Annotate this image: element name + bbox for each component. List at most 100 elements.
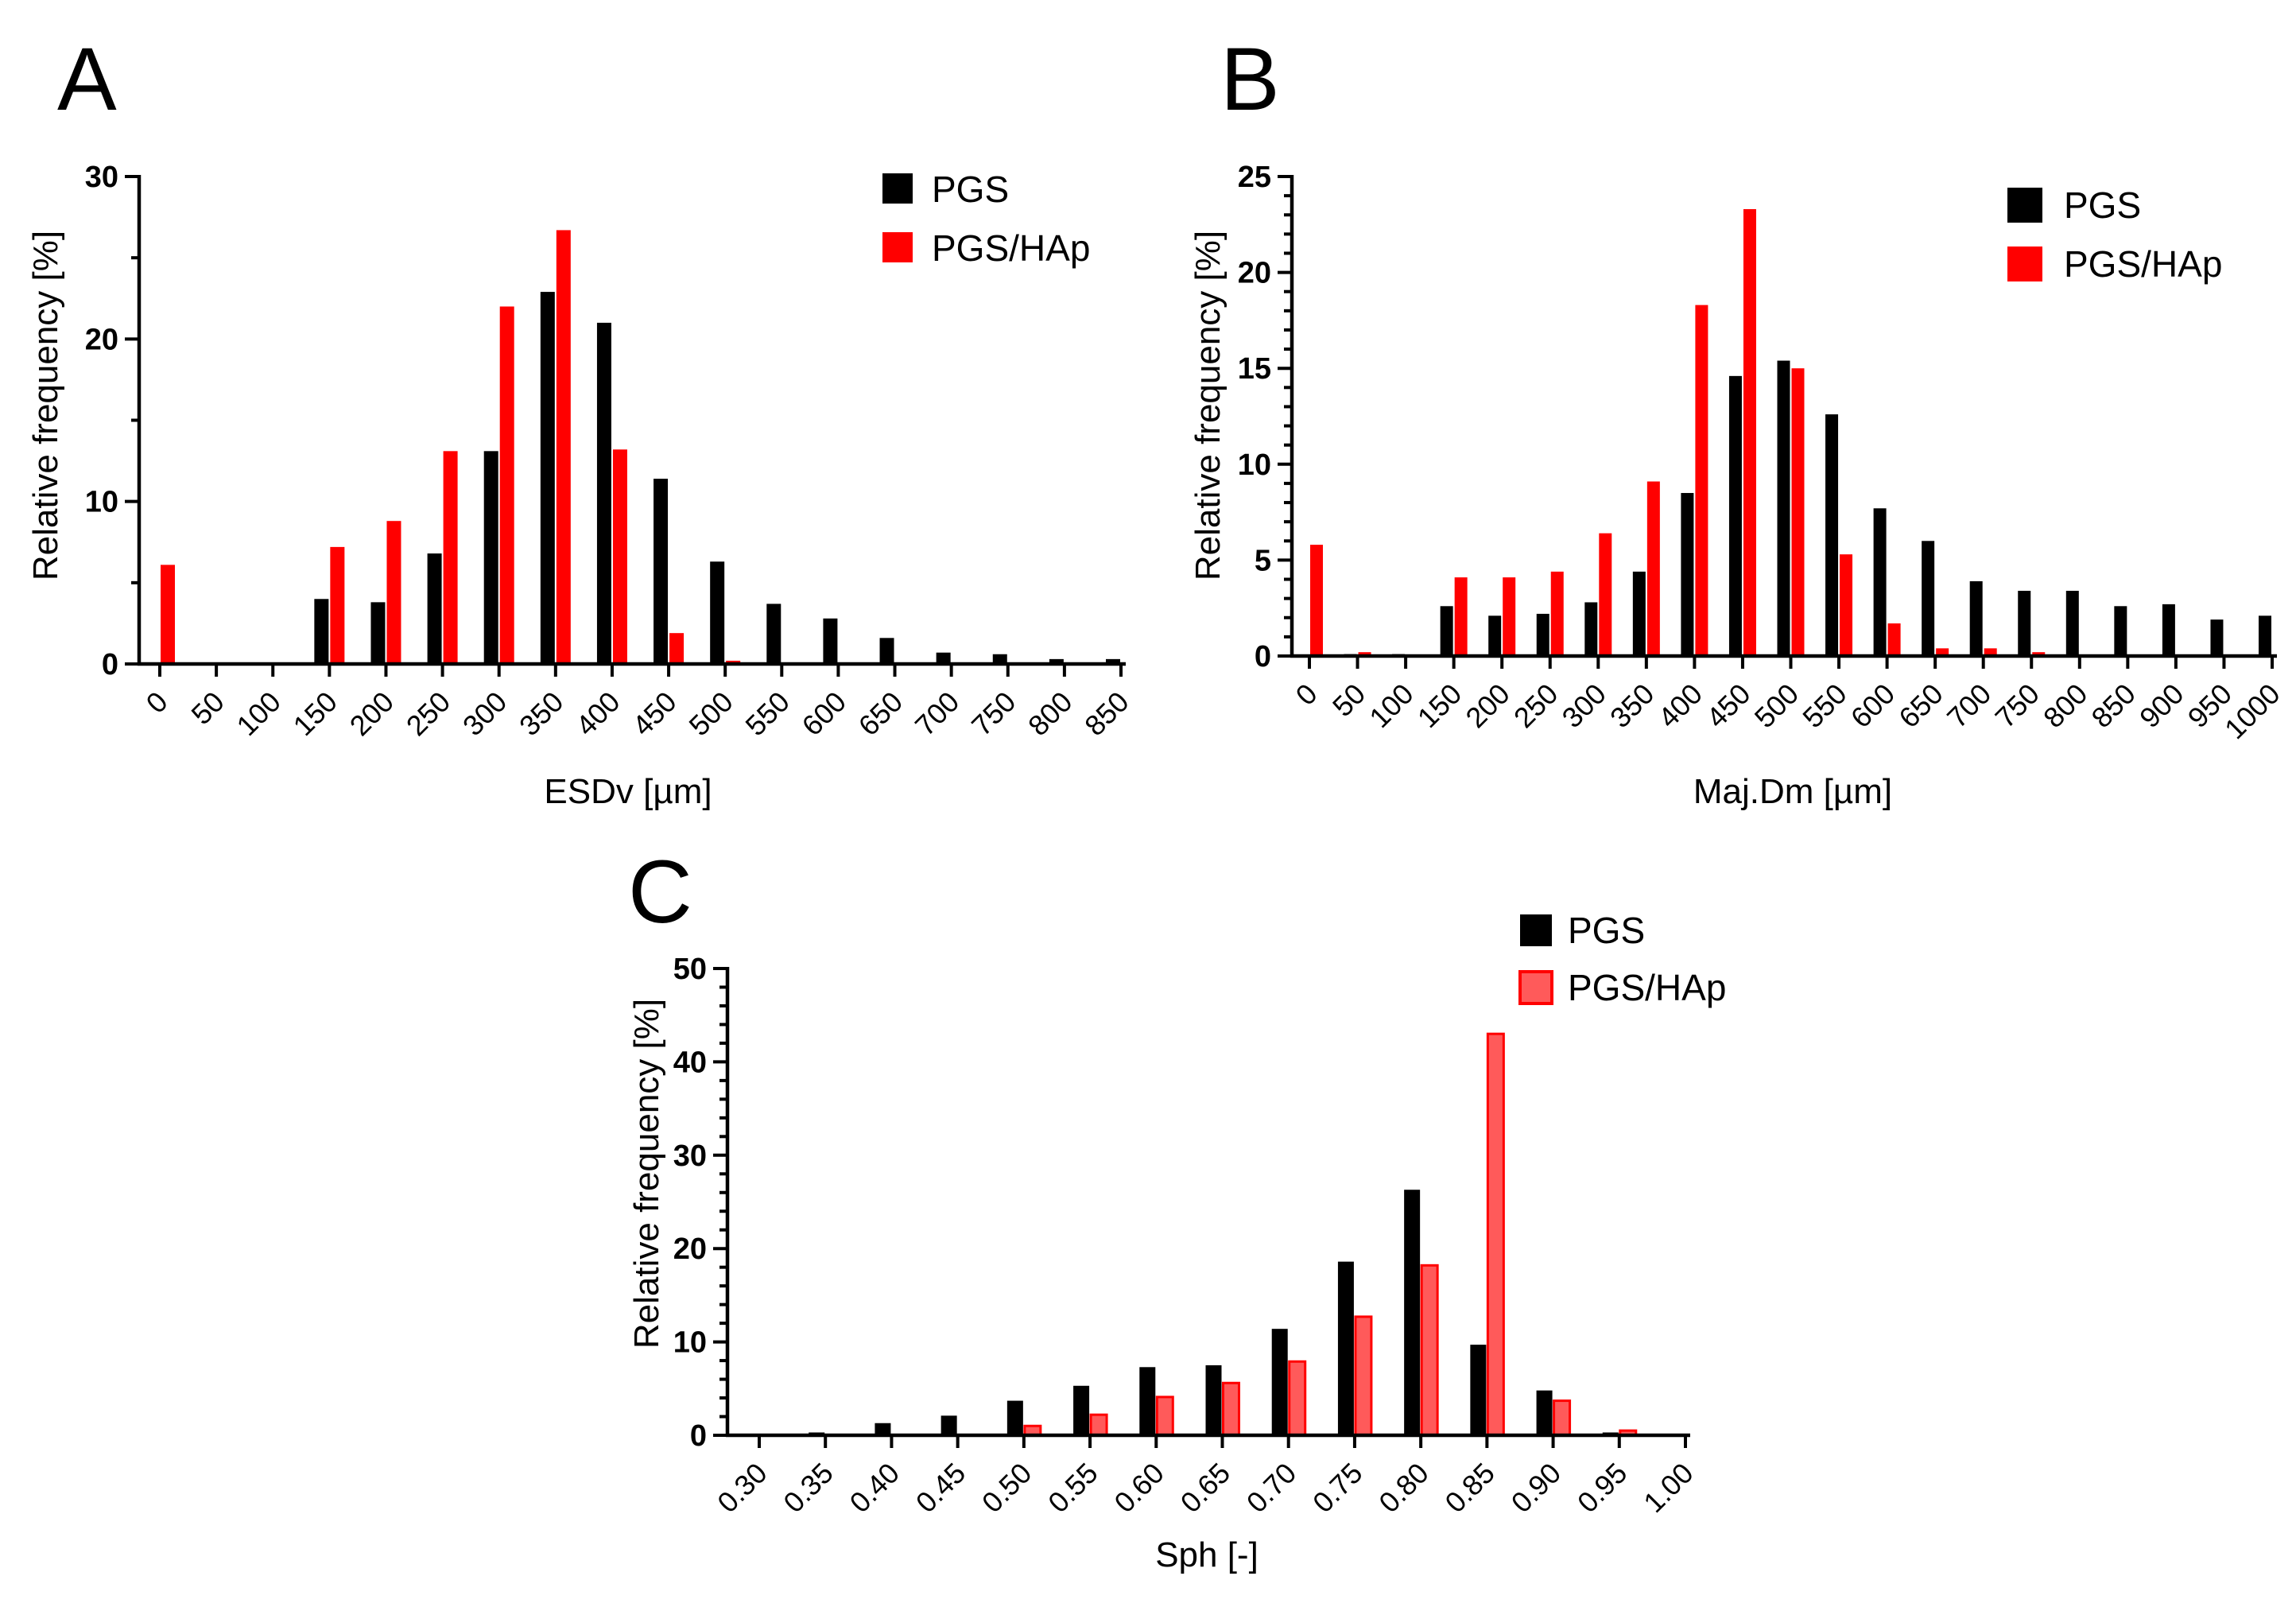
panel-a-bar-pgs — [314, 599, 329, 664]
panel-b-xtick-label: 400 — [1652, 677, 1708, 734]
panel-a-bar-pgs — [710, 561, 725, 664]
panel-b-bar-pgs — [2162, 604, 2175, 656]
panel-a-legend-label-pgs-hap: PGS/HAp — [932, 227, 1090, 269]
panel-b-bar-pgs — [1584, 602, 1598, 656]
panel-b-ytick-label: 15 — [1238, 352, 1271, 386]
panel-b-bar-pgs — [1969, 580, 1983, 656]
panel-c-xtick-label: 0.60 — [1107, 1457, 1170, 1520]
panel-c-bar-pgs — [941, 1415, 957, 1435]
panel-b-xtick-label: 200 — [1459, 677, 1515, 734]
panel-c-xtick-label: 0.90 — [1505, 1457, 1568, 1520]
panel-c-xtick-label: 0.95 — [1571, 1457, 1634, 1520]
panel-c-bar-pgs — [1536, 1390, 1553, 1435]
panel-b-bar-pgs — [2259, 615, 2271, 656]
panel-c-xtick-label: 1.00 — [1637, 1457, 1700, 1520]
panel-a-xlabel: ESDv [µm] — [544, 772, 712, 811]
panel-c-ytick-label: 50 — [673, 953, 707, 986]
panel-c-ytick-label: 10 — [673, 1326, 707, 1360]
panel-c-bar-pgs — [1139, 1367, 1156, 1435]
panel-c-bar-pgs — [1404, 1190, 1421, 1435]
panel-b-xtick-label: 300 — [1555, 677, 1611, 734]
panel-b-bar-pgs — [1681, 492, 1694, 656]
panel-a-xtick-label: 150 — [287, 685, 343, 742]
panel-a-xtick-label: 200 — [343, 685, 400, 742]
panel-c-xtick-label: 0.85 — [1438, 1457, 1501, 1520]
panel-a-ytick-label: 30 — [85, 161, 118, 194]
panel-c-xtick-label: 0.30 — [711, 1457, 774, 1520]
panel-c-xtick-label: 0.45 — [909, 1457, 972, 1520]
panel-a-legend-swatch-pgs-hap — [882, 232, 913, 262]
panel-c-bar-pgs — [875, 1423, 891, 1435]
panel-b-bar-pgs-hap — [1310, 545, 1323, 656]
panel-c-xtick-label: 0.75 — [1306, 1457, 1369, 1520]
panel-a-xtick-label: 0 — [140, 685, 174, 720]
panel-c-legend-label-pgs-hap: PGS/HAp — [1568, 967, 1726, 1008]
panel-b-bar-pgs — [1440, 606, 1453, 656]
panel-b-legend-label-pgs: PGS — [2064, 184, 2141, 226]
panel-c-bar-pgs-hap — [1486, 1032, 1505, 1437]
panel-b-bar-pgs-hap — [1550, 571, 1564, 656]
panel-c-legend-swatch-pgs-hap — [1518, 970, 1553, 1005]
panel-b-bar-pgs-hap — [1936, 648, 1949, 656]
panel-b-xtick-label: 500 — [1748, 677, 1805, 734]
panel-c-ytick-label: 0 — [690, 1419, 707, 1453]
panel-c-bar-pgs-hap — [1420, 1264, 1439, 1437]
panel-a-bar-pgs-hap — [443, 451, 458, 664]
panel-b-xtick-label: 800 — [2037, 677, 2093, 734]
panel-b-legend-swatch-pgs-hap — [2007, 247, 2042, 281]
panel-c-ytick-label: 30 — [673, 1139, 707, 1173]
panel-letter-c: C — [628, 842, 692, 941]
panel-c-xtick-label: 0.35 — [777, 1457, 840, 1520]
panel-a-ylabel: Relative frequency [%] — [26, 231, 65, 580]
panel-b-bar-pgs — [2018, 590, 2031, 656]
panel-c-bar-pgs-hap — [1155, 1396, 1174, 1437]
panel-c-xlabel: Sph [-] — [1155, 1535, 1259, 1574]
panel-b-xtick-label: 850 — [2085, 677, 2142, 734]
panel-a-ytick-label: 0 — [102, 648, 118, 681]
panel-letter-b: B — [1220, 29, 1280, 129]
panel-c-bar-pgs — [1470, 1345, 1487, 1435]
panel-b-bar-pgs — [1728, 375, 1742, 656]
panel-a-legend-label-pgs: PGS — [932, 169, 1009, 210]
panel-a-xtick-label: 400 — [569, 685, 626, 742]
panel-a-bar-pgs — [823, 618, 838, 664]
panel-b-bar-pgs-hap — [1503, 577, 1516, 656]
panel-b-xtick-label: 100 — [1363, 677, 1419, 734]
panel-b-xtick-label: 600 — [1844, 677, 1901, 734]
panel-b-bar-pgs — [1922, 541, 1935, 656]
panel-c-xtick-label: 0.65 — [1174, 1457, 1237, 1520]
panel-c-xtick-label: 0.70 — [1240, 1457, 1303, 1520]
panel-b-bar-pgs — [1536, 613, 1549, 656]
panel-b-xtick-label: 700 — [1941, 677, 1997, 734]
panel-a-bar-pgs — [427, 553, 442, 664]
panel-c-bar-pgs — [1205, 1364, 1222, 1435]
panel-b-bar-pgs — [2210, 619, 2224, 656]
panel-c-bar-pgs — [1337, 1261, 1354, 1435]
panel-c-legend-label-pgs: PGS — [1568, 910, 1645, 951]
panel-a-bar-pgs — [540, 292, 555, 664]
panel-b-bar-pgs-hap — [1599, 533, 1612, 656]
panel-b-xtick-label: 450 — [1700, 677, 1756, 734]
panel-b-bar-pgs — [1873, 508, 1887, 656]
panel-a-bar-pgs — [483, 451, 498, 664]
panel-c-bar-pgs — [1073, 1385, 1090, 1435]
panel-c-legend-swatch-pgs — [1520, 914, 1552, 946]
panel-a-xtick-label: 700 — [909, 685, 965, 742]
panel-a-xtick-label: 500 — [682, 685, 739, 742]
panel-b-bar-pgs-hap — [2032, 652, 2046, 656]
panel-b-xlabel: Maj.Dm [µm] — [1693, 772, 1892, 811]
panel-a-bar-pgs — [936, 652, 951, 664]
panel-b-ytick-label: 5 — [1255, 544, 1271, 577]
panel-b-bar-pgs-hap — [1791, 368, 1805, 656]
panel-b-xtick-label: 1000 — [2218, 677, 2286, 746]
panel-a-bar-pgs — [370, 602, 386, 664]
panel-b-bar-pgs — [1777, 360, 1790, 656]
panel-b-bar-pgs-hap — [1454, 577, 1468, 656]
panel-c-ytick-label: 20 — [673, 1233, 707, 1266]
panel-b-xtick-label: 0 — [1290, 677, 1324, 712]
panel-c-xtick-label: 0.80 — [1372, 1457, 1435, 1520]
panel-b-bar-pgs-hap — [1695, 305, 1708, 656]
panel-b-ytick-label: 25 — [1238, 161, 1271, 194]
